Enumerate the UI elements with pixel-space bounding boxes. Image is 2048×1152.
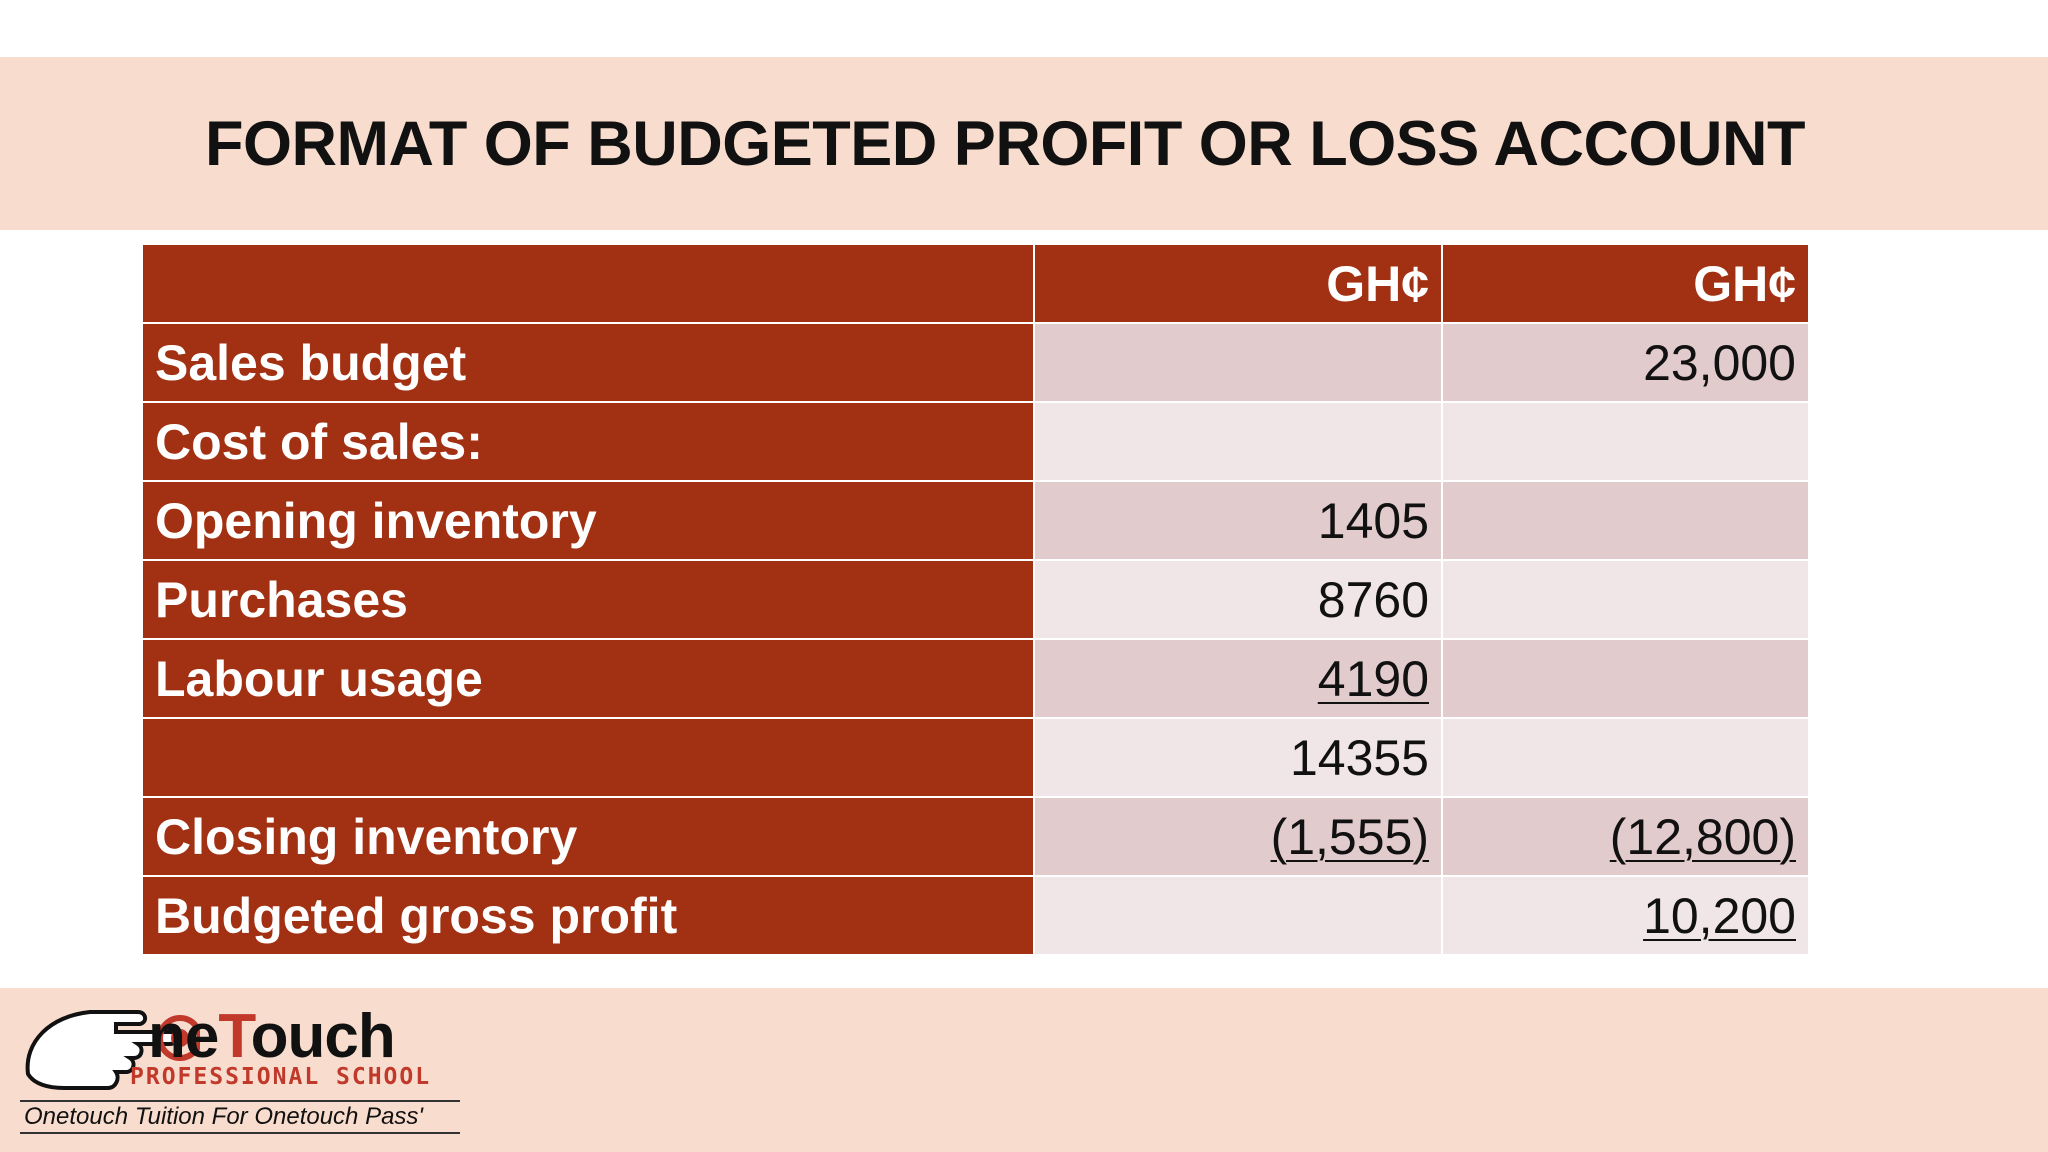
row-label: Labour usage [141,638,1035,719]
row-label: Budgeted gross profit [141,875,1035,956]
row-label: Purchases [141,559,1035,640]
tagline: Onetouch Tuition For Onetouch Pass' [20,1100,460,1134]
title-band: FORMAT OF BUDGETED PROFIT OR LOSS ACCOUN… [0,57,2048,230]
header-col1: GH¢ [1033,243,1443,324]
school-label: PROFESSIONAL SCHOOL [130,1064,432,1090]
row-value-col2 [1441,638,1810,719]
table-row: Opening inventory 1405 [141,480,1810,561]
row-value-col1 [1033,875,1443,956]
table-row: Labour usage 4190 [141,638,1810,719]
brand-name: neTouch [148,1002,396,1071]
table-row: Budgeted gross profit 10,200 [141,875,1810,956]
row-value-col1: (1,555) [1033,796,1443,877]
table-header-row: GH¢ GH¢ [141,243,1810,324]
table-row: 14355 [141,717,1810,798]
row-value-col2: (12,800) [1441,796,1810,877]
row-value-col1: 4190 [1033,638,1443,719]
table-row: Purchases 8760 [141,559,1810,640]
budget-table: GH¢ GH¢ Sales budget 23,000 Cost of sale… [141,243,1810,956]
row-value-col1: 14355 [1033,717,1443,798]
row-value-col2: 10,200 [1441,875,1810,956]
row-value-col1 [1033,401,1443,482]
row-value-col1: 1405 [1033,480,1443,561]
header-label [141,243,1035,324]
row-value-col1: 8760 [1033,559,1443,640]
row-value-col2 [1441,480,1810,561]
row-value-col1 [1033,322,1443,403]
header-col2: GH¢ [1441,243,1810,324]
row-label: Sales budget [141,322,1035,403]
table-row: Closing inventory (1,555) (12,800) [141,796,1810,877]
table-row: Sales budget 23,000 [141,322,1810,403]
row-label: Closing inventory [141,796,1035,877]
row-label [141,717,1035,798]
row-value-col2 [1441,401,1810,482]
row-value-col2 [1441,559,1810,640]
slide-title: FORMAT OF BUDGETED PROFIT OR LOSS ACCOUN… [205,108,1805,179]
row-label: Cost of sales: [141,401,1035,482]
footer-band [0,988,2048,1152]
pointing-hand-icon [25,1010,200,1090]
row-value-col2 [1441,717,1810,798]
row-label: Opening inventory [141,480,1035,561]
table-row: Cost of sales: [141,401,1810,482]
row-value-col2: 23,000 [1441,322,1810,403]
onetouch-logo: neTouch PROFESSIONAL SCHOOL Onetouch Tui… [20,1002,460,1134]
